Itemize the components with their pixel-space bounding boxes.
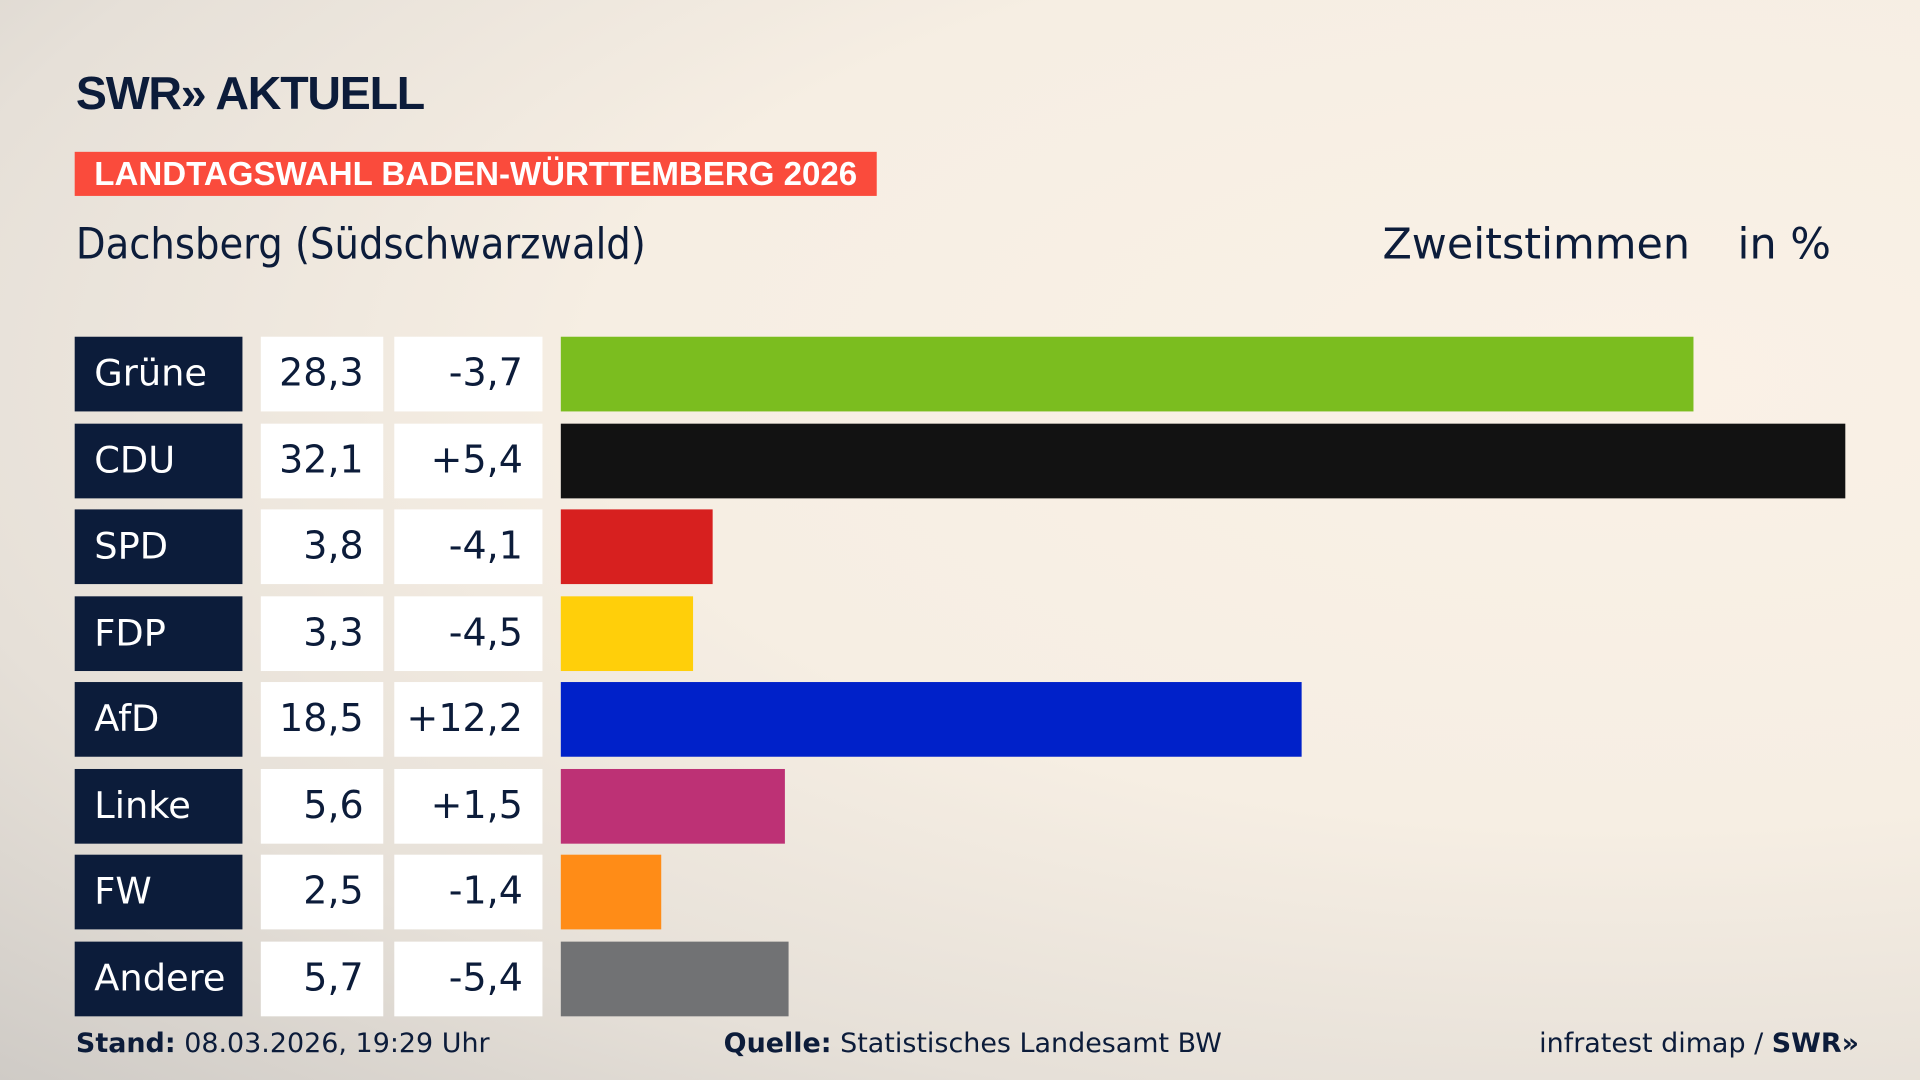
party-label: FW <box>74 854 243 930</box>
party-label: Grüne <box>74 336 243 412</box>
party-label: AfD <box>74 682 243 757</box>
value-label: 32,1 <box>260 423 384 498</box>
diff-label: +12,2 <box>394 682 543 757</box>
source-label: Quelle: <box>723 1028 832 1060</box>
bar <box>560 682 1302 757</box>
diff-label: -4,5 <box>394 595 543 671</box>
value-label: 18,5 <box>260 682 384 757</box>
bar <box>560 509 713 585</box>
stand-value: 08.03.2026, 19:29 Uhr <box>184 1028 490 1060</box>
swr-aktuell-logo: SWR» AKTUELL <box>75 68 425 121</box>
swr-logo: SWR» <box>1771 1028 1860 1060</box>
party-label: Linke <box>74 768 243 844</box>
credit: infratest dimap / SWR» <box>1539 1029 1859 1060</box>
bar <box>560 768 785 844</box>
election-banner: LANDTAGSWAHL BADEN-WÜRTTEMBERG 2026 <box>74 151 877 196</box>
party-label: SPD <box>74 509 243 585</box>
value-label: 5,7 <box>260 941 384 1016</box>
measure-label: Zweitstimmen <box>1382 220 1691 270</box>
diff-label: -4,1 <box>394 509 543 585</box>
stand-label: Stand: <box>75 1028 176 1060</box>
unit-label: in % <box>1737 220 1831 270</box>
value-label: 5,6 <box>260 768 384 844</box>
value-label: 2,5 <box>260 854 384 930</box>
party-label: FDP <box>74 595 243 671</box>
diff-label: +5,4 <box>394 423 543 498</box>
value-label: 28,3 <box>260 336 384 412</box>
bar <box>560 941 789 1016</box>
place-title: Dachsberg (Südschwarzwald) <box>75 220 646 270</box>
party-label: Andere <box>74 941 243 1016</box>
value-label: 3,3 <box>260 595 384 671</box>
party-label: CDU <box>74 423 243 498</box>
source-value: Statistisches Landesamt BW <box>840 1028 1222 1060</box>
bar <box>560 423 1846 498</box>
value-label: 3,8 <box>260 509 384 585</box>
source: Quelle: Statistisches Landesamt BW <box>724 1029 1222 1060</box>
timestamp: Stand: 08.03.2026, 19:29 Uhr <box>76 1029 490 1060</box>
diff-label: -1,4 <box>394 854 543 930</box>
diff-label: -5,4 <box>394 941 543 1016</box>
credit-text: infratest dimap / <box>1539 1028 1772 1060</box>
bar <box>560 854 661 930</box>
bar <box>560 595 693 671</box>
bar <box>560 336 1694 412</box>
diff-label: -3,7 <box>394 336 543 412</box>
diff-label: +1,5 <box>394 768 543 844</box>
